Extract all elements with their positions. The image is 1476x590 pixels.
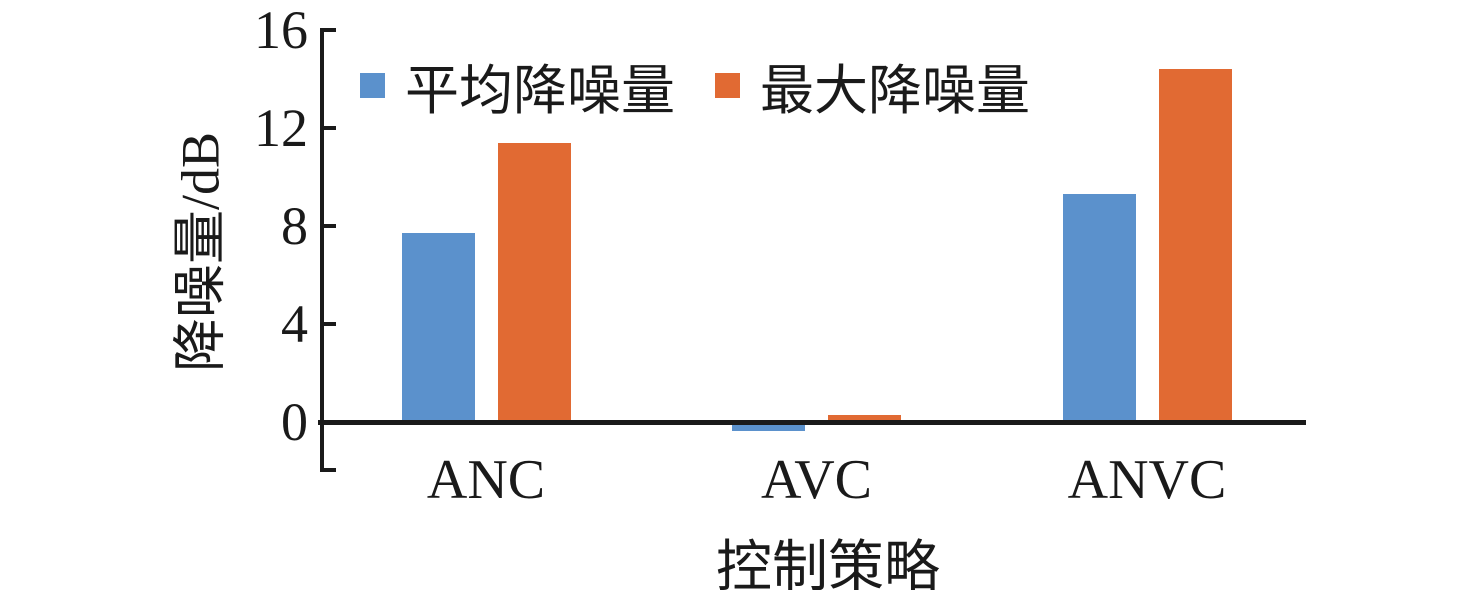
- y-tick-label-4: 4: [281, 294, 308, 354]
- bar-anvc-series2: [1158, 69, 1232, 422]
- y-tick-label-0: 0: [281, 392, 308, 452]
- category-label-anvc: ANVC: [1067, 449, 1227, 511]
- bar-avc-series2: [828, 414, 901, 422]
- bar-anc-series1: [401, 233, 475, 422]
- y-tick-mark-4: [322, 322, 336, 326]
- y-tick-mark-16: [322, 28, 336, 32]
- y-tick-mark-12: [322, 126, 336, 130]
- legend-swatch-maximum: [715, 73, 740, 98]
- y-tick-mark-8: [322, 224, 336, 228]
- legend-item-maximum: 最大降噪量: [715, 46, 1030, 125]
- y-tick-label-12: 12: [254, 98, 308, 158]
- legend-item-average: 平均降噪量: [360, 46, 675, 125]
- y-axis-end-tick: [322, 468, 336, 472]
- x-axis-baseline: [318, 420, 1306, 425]
- legend-label-maximum: 最大降噪量: [760, 61, 1030, 121]
- y-tick-label-8: 8: [281, 196, 308, 256]
- bar-anc-series2: [497, 142, 571, 422]
- y-tick-label-16: 16: [254, 0, 308, 60]
- legend: 平均降噪量 最大降噪量: [360, 46, 1030, 125]
- category-label-avc: AVC: [760, 449, 873, 511]
- category-label-anc: ANC: [426, 449, 546, 511]
- bar-avc-series1: [732, 424, 805, 432]
- legend-label-average: 平均降噪量: [405, 61, 675, 121]
- legend-swatch-average: [360, 73, 385, 98]
- bar-anvc-series1: [1062, 194, 1136, 422]
- y-axis-line: [320, 28, 324, 472]
- x-axis-title: 控制策略: [716, 537, 940, 590]
